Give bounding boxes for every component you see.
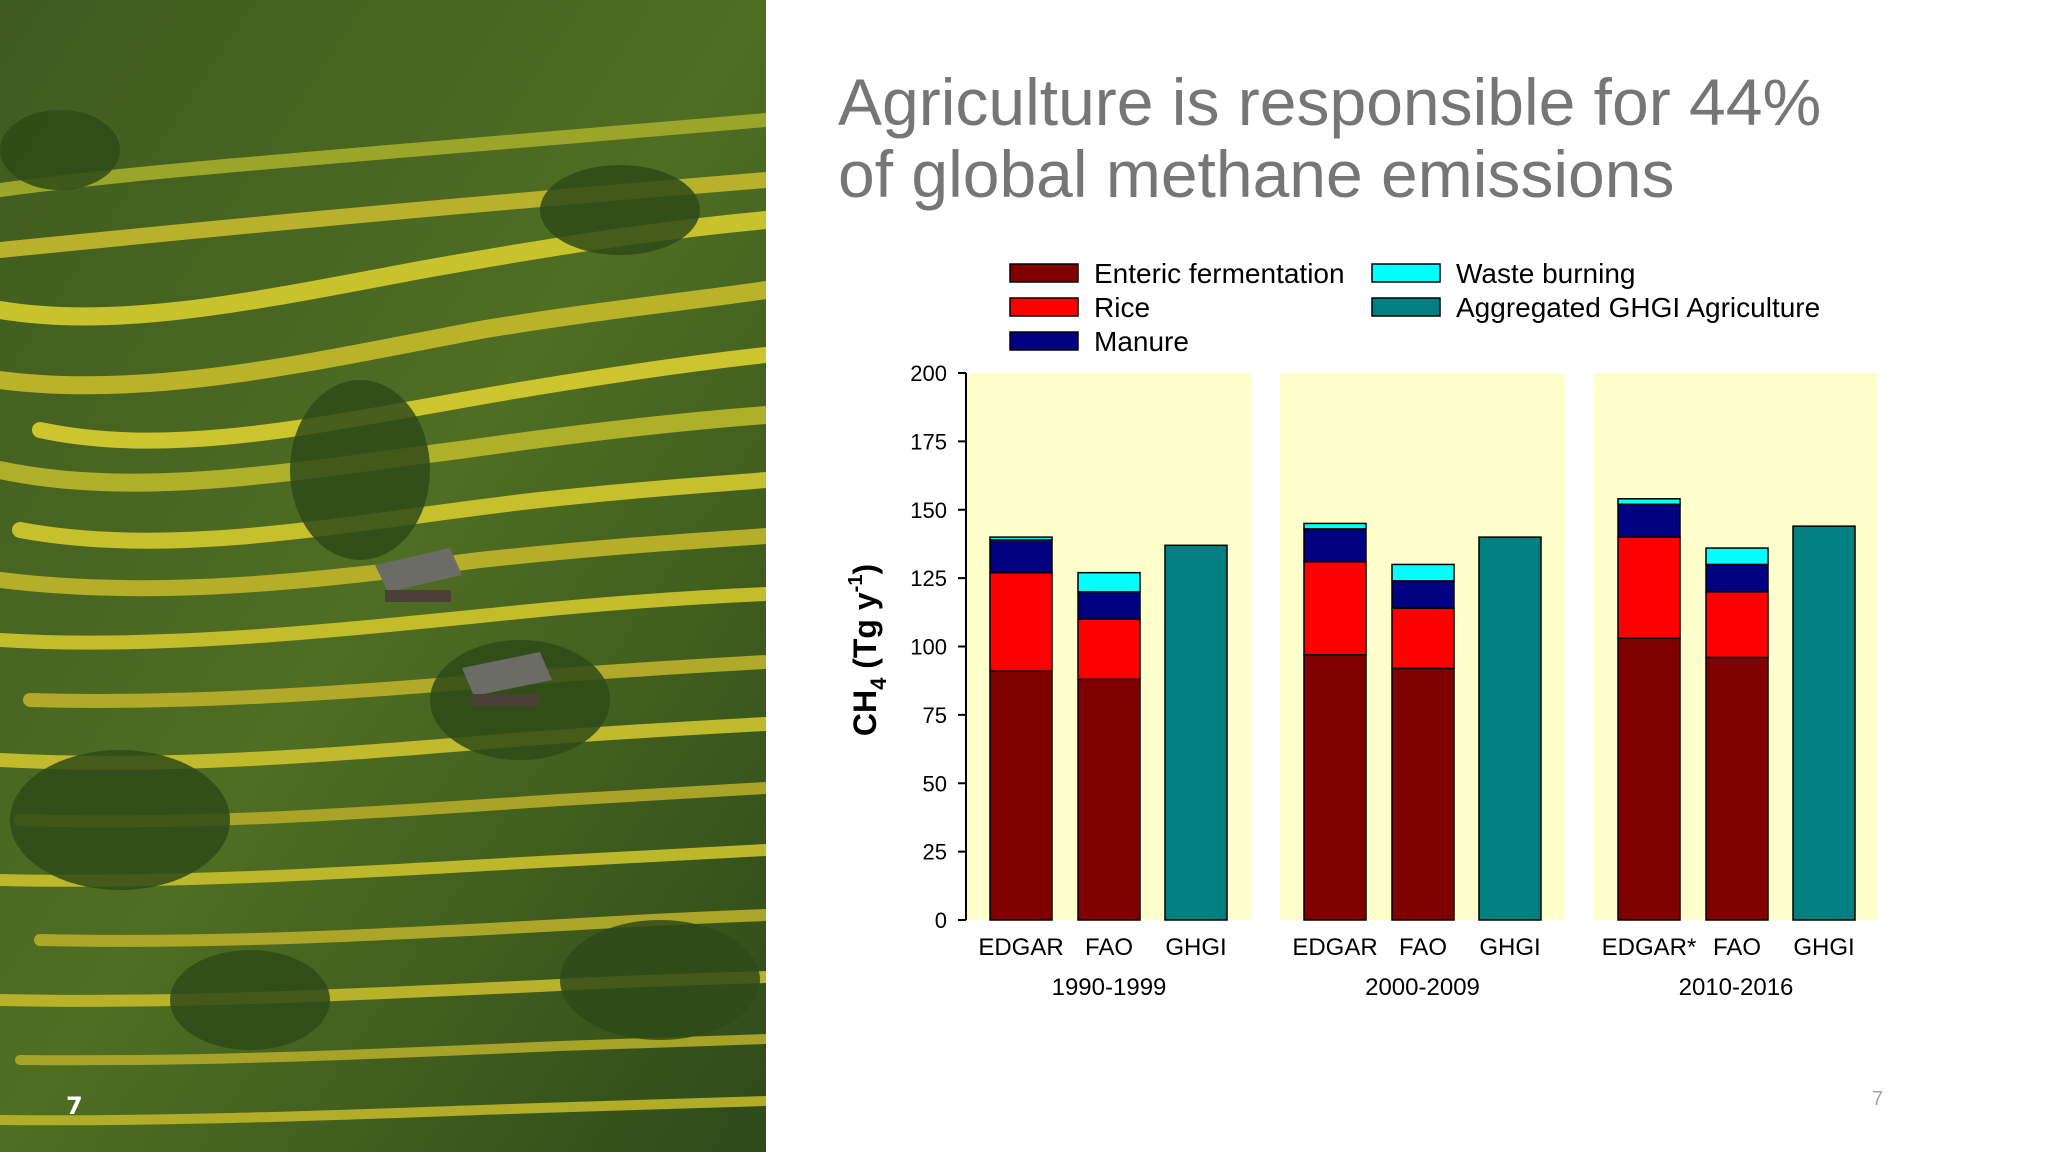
bar-segment-1-2-2 — [1077, 618, 1141, 681]
y-tick-label-75: 75 — [923, 703, 947, 728]
x-tick-label-1-3: GHGI — [1165, 934, 1226, 961]
bar-segment-3-1-4 — [1617, 498, 1681, 506]
bar-segment-3-1-3 — [1617, 503, 1681, 538]
legend-label-5: Aggregated GHGI Agriculture — [1456, 292, 1820, 323]
legend-label-4: Waste burning — [1456, 258, 1636, 289]
y-axis-title: CH4 (Tg y-1) — [845, 564, 891, 736]
y-tick-label-25: 25 — [923, 840, 947, 865]
legend-swatch-1 — [1009, 263, 1079, 283]
y-axis-title-main: CH — [847, 690, 883, 736]
legend-swatch-3 — [1009, 331, 1079, 351]
x-tick-label-2-3: GHGI — [1479, 934, 1540, 961]
slide-title-line-2: of global methane emissions — [838, 137, 1675, 211]
bar-segment-2-1-3 — [1303, 528, 1367, 563]
legend-swatch-2 — [1009, 297, 1079, 317]
bar-segment-1-2-3 — [1077, 591, 1141, 620]
x-tick-label-3-3: GHGI — [1793, 934, 1854, 961]
y-tick-label-125: 125 — [910, 566, 947, 591]
x-tick-label-1-1: EDGAR — [978, 934, 1063, 961]
y-tick-label-100: 100 — [910, 635, 947, 660]
x-tick-label-3-2: FAO — [1713, 934, 1761, 961]
bar-segment-3-2-1 — [1705, 656, 1769, 921]
bar-segment-2-2-4 — [1391, 563, 1455, 582]
y-axis-title-superscript: -1 — [845, 575, 867, 593]
bar-segment-2-2-2 — [1391, 607, 1455, 670]
slide-title-line-1: Agriculture is responsible for 44% — [838, 65, 1822, 139]
y-axis-title-close: ) — [847, 564, 883, 575]
period-label-3: 2010-2016 — [1679, 974, 1794, 1001]
bar-segment-2-1-4 — [1303, 522, 1367, 530]
y-tick-label-50: 50 — [923, 771, 947, 796]
slide-number-left: 7 — [66, 1092, 83, 1120]
bar-segment-2-2-1 — [1391, 667, 1455, 921]
rice-terraces-photo: 7 — [0, 0, 766, 1152]
bar-segment-2-1-1 — [1303, 653, 1367, 921]
bar-segment-2-2-3 — [1391, 580, 1455, 609]
y-tick-label-175: 175 — [910, 429, 947, 454]
y-axis-title-subscript: 4 — [866, 677, 891, 690]
bar-segment-3-3-1 — [1792, 525, 1856, 921]
x-tick-label-1-2: FAO — [1085, 934, 1133, 961]
bar-segment-3-1-2 — [1617, 536, 1681, 640]
bar-segment-3-2-3 — [1705, 563, 1769, 593]
bar-segment-3-2-2 — [1705, 591, 1769, 659]
y-tick-label-150: 150 — [910, 498, 947, 523]
bar-segment-2-3-1 — [1478, 536, 1542, 921]
bar-segment-1-2-1 — [1077, 678, 1141, 921]
x-tick-label-3-1: EDGAR* — [1602, 934, 1697, 961]
legend-label-3: Manure — [1094, 326, 1189, 357]
y-tick-label-0: 0 — [935, 908, 947, 933]
y-tick-label-200: 200 — [910, 361, 947, 386]
x-tick-label-2-1: EDGAR — [1292, 934, 1377, 961]
y-axis-title-units: (Tg y — [847, 592, 883, 678]
legend-label-2: Rice — [1094, 292, 1150, 323]
slide-number-right: 7 — [1872, 1088, 1884, 1110]
bar-segment-1-2-4 — [1077, 571, 1141, 593]
bar-segment-1-1-2 — [989, 571, 1053, 672]
legend-swatch-5 — [1371, 297, 1441, 317]
slide-title: Agriculture is responsible for 44% of gl… — [838, 66, 1988, 210]
bar-segment-1-1-1 — [989, 670, 1053, 921]
bar-segment-3-1-1 — [1617, 637, 1681, 921]
bar-segment-1-1-4 — [989, 536, 1053, 541]
period-label-2: 2000-2009 — [1365, 974, 1480, 1001]
legend-swatch-4 — [1371, 263, 1441, 283]
bar-segment-1-3-1 — [1164, 544, 1228, 921]
legend-label-1: Enteric fermentation — [1094, 258, 1345, 289]
x-tick-label-2-2: FAO — [1399, 934, 1447, 961]
bar-segment-2-1-2 — [1303, 560, 1367, 656]
period-label-1: 1990-1999 — [1052, 974, 1167, 1001]
bar-segment-3-2-4 — [1705, 547, 1769, 566]
bar-segment-1-1-3 — [989, 539, 1053, 574]
